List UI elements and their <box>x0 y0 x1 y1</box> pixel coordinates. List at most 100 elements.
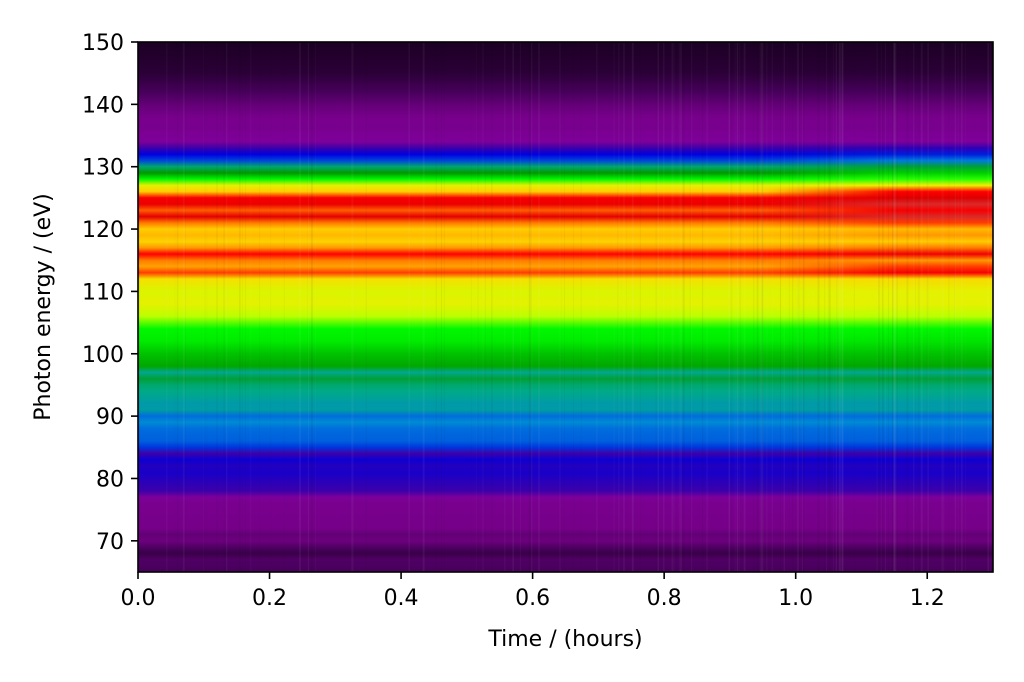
noise-streak <box>423 42 425 572</box>
y-tick-label: 130 <box>82 156 124 181</box>
noise-streak <box>185 42 186 572</box>
x-tick-label: 0.2 <box>252 586 287 611</box>
noise-streak <box>743 42 746 572</box>
noise-streak <box>205 42 206 572</box>
noise-streak <box>987 42 990 572</box>
noise-streak <box>203 42 204 572</box>
noise-streak <box>990 42 991 572</box>
noise-streak <box>618 42 619 572</box>
noise-streak <box>885 42 886 572</box>
noise-streak <box>892 42 894 572</box>
noise-streak <box>270 42 271 572</box>
noise-streak <box>828 42 831 572</box>
noise-streak <box>485 42 486 572</box>
noise-streak <box>311 42 313 572</box>
noise-streak <box>250 42 252 572</box>
noise-streak <box>307 42 309 572</box>
noise-streak <box>673 42 675 572</box>
noise-streak <box>614 42 615 572</box>
noise-streak <box>207 42 208 572</box>
noise-streak <box>596 42 598 572</box>
noise-streak <box>817 42 820 572</box>
x-tick-label: 1.2 <box>910 586 945 611</box>
noise-streak <box>789 42 790 572</box>
noise-streak <box>926 42 929 572</box>
noise-streak <box>894 42 897 572</box>
noise-streak <box>854 42 855 572</box>
noise-streak <box>242 42 243 572</box>
noise-streak <box>920 42 923 572</box>
noise-streak <box>512 42 514 572</box>
noise-streak <box>954 42 957 572</box>
noise-streak <box>679 42 681 572</box>
noise-streak <box>753 42 755 572</box>
noise-streak <box>351 42 353 572</box>
noise-streak <box>626 42 627 572</box>
noise-streak <box>927 42 929 572</box>
noise-streak <box>640 42 641 572</box>
noise-streak <box>538 42 540 572</box>
heatmap-plot-area <box>137 41 994 573</box>
noise-streak <box>942 42 944 572</box>
noise-streak <box>408 42 410 572</box>
noise-streak <box>623 42 625 572</box>
noise-streak <box>657 42 660 572</box>
noise-streak <box>766 42 767 572</box>
noise-streak <box>631 42 634 572</box>
y-tick-label: 120 <box>82 218 124 243</box>
noise-streak <box>519 42 521 572</box>
noise-streak <box>881 42 884 572</box>
noise-streak <box>915 42 916 572</box>
noise-streak <box>259 42 260 572</box>
noise-streak <box>315 42 316 572</box>
noise-streak <box>440 42 443 572</box>
noise-streak <box>841 42 843 572</box>
y-tick-label: 100 <box>82 343 124 368</box>
noise-streak <box>701 42 704 572</box>
noise-streak <box>824 42 826 572</box>
noise-streak <box>283 42 285 572</box>
noise-streak <box>960 42 963 572</box>
noise-streak <box>735 42 736 572</box>
noise-streak <box>182 42 185 572</box>
x-tick-label: 0.6 <box>515 586 550 611</box>
y-tick-label: 140 <box>82 93 124 118</box>
noise-streak <box>477 42 478 572</box>
noise-streak <box>476 42 477 572</box>
x-axis: 0.0 0.2 0.4 0.6 0.8 1.0 1.2 <box>121 572 945 611</box>
noise-streak <box>559 42 561 572</box>
noise-streak <box>836 42 838 572</box>
y-tick-label: 150 <box>82 31 124 56</box>
noise-streak <box>530 42 532 572</box>
noise-streak <box>245 42 246 572</box>
noise-streak <box>682 42 685 572</box>
noise-streak <box>761 42 764 572</box>
noise-streak <box>792 42 794 572</box>
noise-streak <box>987 42 988 572</box>
noise-streak <box>730 42 732 572</box>
noise-streak <box>689 42 691 572</box>
noise-streak <box>573 42 574 572</box>
y-tick-label: 110 <box>82 280 124 305</box>
noise-streak <box>239 42 241 572</box>
noise-streak <box>166 42 168 572</box>
noise-streak <box>796 42 800 572</box>
noise-streak <box>663 42 665 572</box>
x-tick-label: 0.0 <box>121 586 156 611</box>
noise-streak <box>352 42 354 572</box>
y-tick-label: 90 <box>96 405 124 430</box>
noise-streak <box>531 42 533 572</box>
noise-streak <box>671 42 674 572</box>
noise-streak <box>174 42 175 572</box>
noise-streak <box>298 42 302 572</box>
noise-streak <box>482 42 484 572</box>
noise-streak <box>528 42 531 572</box>
noise-streak <box>780 42 781 572</box>
noise-streak <box>893 42 896 572</box>
noise-streak <box>691 42 692 572</box>
noise-streak <box>176 42 179 572</box>
y-tick-label: 80 <box>96 467 124 492</box>
noise-streak <box>365 42 367 572</box>
noise-streak <box>706 42 708 572</box>
